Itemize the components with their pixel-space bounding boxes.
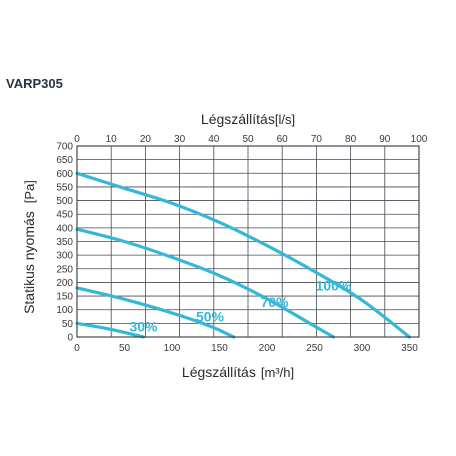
fan-curves: 100% 70% 50% 30% — [75, 171, 412, 339]
top-tick-label: 60 — [277, 134, 289, 145]
y-tick-label: 200 — [56, 278, 73, 289]
bottom-tick-label: 200 — [259, 343, 276, 354]
y-tick-label: 450 — [56, 210, 73, 221]
tick-labels: 0501001502002503003504004505005506006507… — [56, 134, 427, 354]
grid — [77, 146, 419, 337]
bottom-tick-label: 350 — [401, 343, 418, 354]
top-tick-label: 0 — [74, 134, 80, 145]
y-tick-label: 100 — [56, 305, 73, 316]
bottom-tick-label: 300 — [354, 343, 371, 354]
y-tick-label: 0 — [67, 333, 73, 344]
top-tick-label: 50 — [242, 134, 254, 145]
model-title: VARP305 — [6, 76, 63, 91]
bottom-tick-label: 150 — [211, 343, 228, 354]
plot-frame — [76, 145, 420, 338]
top-tick-label: 10 — [106, 134, 118, 145]
top-tick-label: 30 — [174, 134, 186, 145]
y-tick-label: 650 — [56, 155, 73, 166]
top-axis-title: Légszállítás[l/s] — [201, 111, 295, 127]
top-axis-label: Légszállítás — [201, 111, 275, 127]
y-tick-label: 50 — [62, 319, 74, 330]
y-axis-label: Statikus nyomás — [21, 211, 37, 314]
y-tick-label: 600 — [56, 169, 73, 180]
bottom-axis-unit: [m³/h] — [261, 365, 294, 380]
y-tick-label: 400 — [56, 223, 73, 234]
curve-70pct — [75, 227, 336, 339]
curve-label: 30% — [129, 319, 158, 335]
y-tick-label: 150 — [56, 292, 73, 303]
y-axis-title: Statikus nyomás [Pa] — [21, 180, 37, 314]
bottom-tick-label: 250 — [306, 343, 323, 354]
curve-label: 100% — [316, 278, 352, 294]
curve-30pct — [75, 321, 146, 339]
top-tick-label: 40 — [208, 134, 220, 145]
y-tick-label: 250 — [56, 264, 73, 275]
top-tick-label: 70 — [311, 134, 323, 145]
bottom-tick-label: 0 — [74, 343, 80, 354]
top-tick-label: 20 — [140, 134, 152, 145]
curve-label: 50% — [196, 308, 225, 324]
curve-label: 70% — [261, 294, 290, 310]
curve-100pct — [75, 171, 412, 339]
y-axis-unit: [Pa] — [22, 180, 37, 203]
bottom-axis-title: Légszállítás [m³/h] — [182, 364, 294, 380]
y-tick-label: 550 — [56, 182, 73, 193]
y-tick-label: 350 — [56, 237, 73, 248]
top-tick-label: 100 — [411, 134, 428, 145]
y-tick-label: 300 — [56, 251, 73, 262]
y-tick-label: 500 — [56, 196, 73, 207]
bottom-axis-label: Légszállítás — [182, 364, 256, 380]
curve-50pct — [75, 286, 236, 339]
top-axis-unit: [l/s] — [275, 112, 295, 127]
top-tick-label: 90 — [379, 134, 391, 145]
y-tick-label: 700 — [56, 142, 73, 153]
bottom-tick-label: 100 — [164, 343, 181, 354]
bottom-tick-label: 50 — [119, 343, 131, 354]
top-tick-label: 80 — [345, 134, 357, 145]
